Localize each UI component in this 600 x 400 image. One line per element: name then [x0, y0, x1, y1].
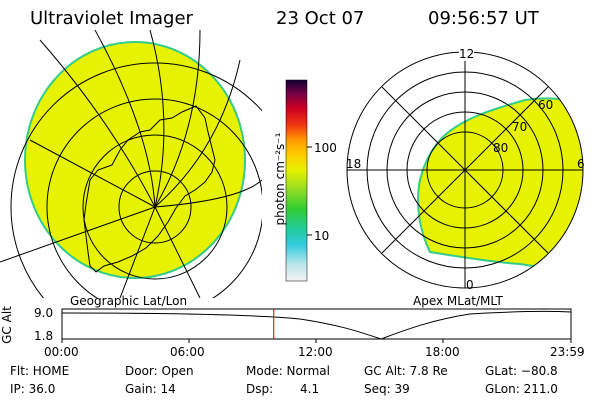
- instrument-title: Ultraviolet Imager: [30, 8, 193, 29]
- magnetic-polar-plot: [346, 51, 584, 289]
- date-label: 23 Oct 07: [276, 8, 365, 29]
- altitude-plot: [61, 308, 572, 343]
- x-tick-1800: 18:00: [425, 345, 460, 359]
- altitude-y-max: 9.0: [34, 306, 54, 320]
- status-flt: Flt: HOME: [10, 364, 70, 378]
- mlt-label-0: 0: [466, 278, 474, 292]
- aurora-image-geo: [24, 41, 246, 279]
- colorbar: [285, 79, 312, 282]
- status-door: Door: Open: [125, 364, 194, 378]
- colorbar-unit-label: photon cm⁻²s⁻¹: [273, 132, 287, 226]
- x-tick-0000: 00:00: [44, 345, 79, 359]
- status-glon: GLon: 211.0: [485, 382, 558, 396]
- mlt-label-18: 18: [346, 157, 362, 171]
- colorbar-tick-10: 10: [314, 229, 330, 243]
- aurora-image-mag: [417, 97, 583, 268]
- x-tick-0600: 06:00: [170, 345, 205, 359]
- colorbar-tick-100: 100: [314, 141, 337, 155]
- status-dsp: Dsp:: [246, 382, 274, 396]
- altitude-axis-label: GC Alt: [0, 306, 14, 344]
- altitude-y-min: 1.8: [34, 329, 54, 343]
- altitude-curve: [61, 310, 572, 340]
- mlt-label-12: 12: [459, 47, 475, 61]
- mlat-label-80: 80: [493, 141, 509, 155]
- status-ip: IP: 36.0: [10, 382, 56, 396]
- coastline: [83, 105, 216, 273]
- geographic-map: [0, 30, 262, 298]
- status-glat: GLat: −80.8: [485, 364, 558, 378]
- mlat-label-60: 60: [538, 98, 554, 112]
- status-mode: Mode: Normal: [246, 364, 330, 378]
- time-label: 09:56:57 UT: [428, 8, 539, 29]
- status-gc-alt: GC Alt: 7.8 Re: [364, 364, 448, 378]
- mlt-label-6: 6: [577, 157, 585, 171]
- latitude-grid: [10, 62, 262, 298]
- status-dsp-value: 4.1: [300, 382, 320, 396]
- geographic-panel-label: Geographic Lat/Lon: [70, 294, 188, 308]
- x-tick-2359: 23:59: [550, 345, 585, 359]
- magnetic-panel-label: Apex MLat/MLT: [413, 294, 503, 308]
- status-seq: Seq: 39: [364, 382, 410, 396]
- mlat-label-70: 70: [512, 120, 528, 134]
- status-gain: Gain: 14: [125, 382, 176, 396]
- x-tick-1200: 12:00: [298, 345, 333, 359]
